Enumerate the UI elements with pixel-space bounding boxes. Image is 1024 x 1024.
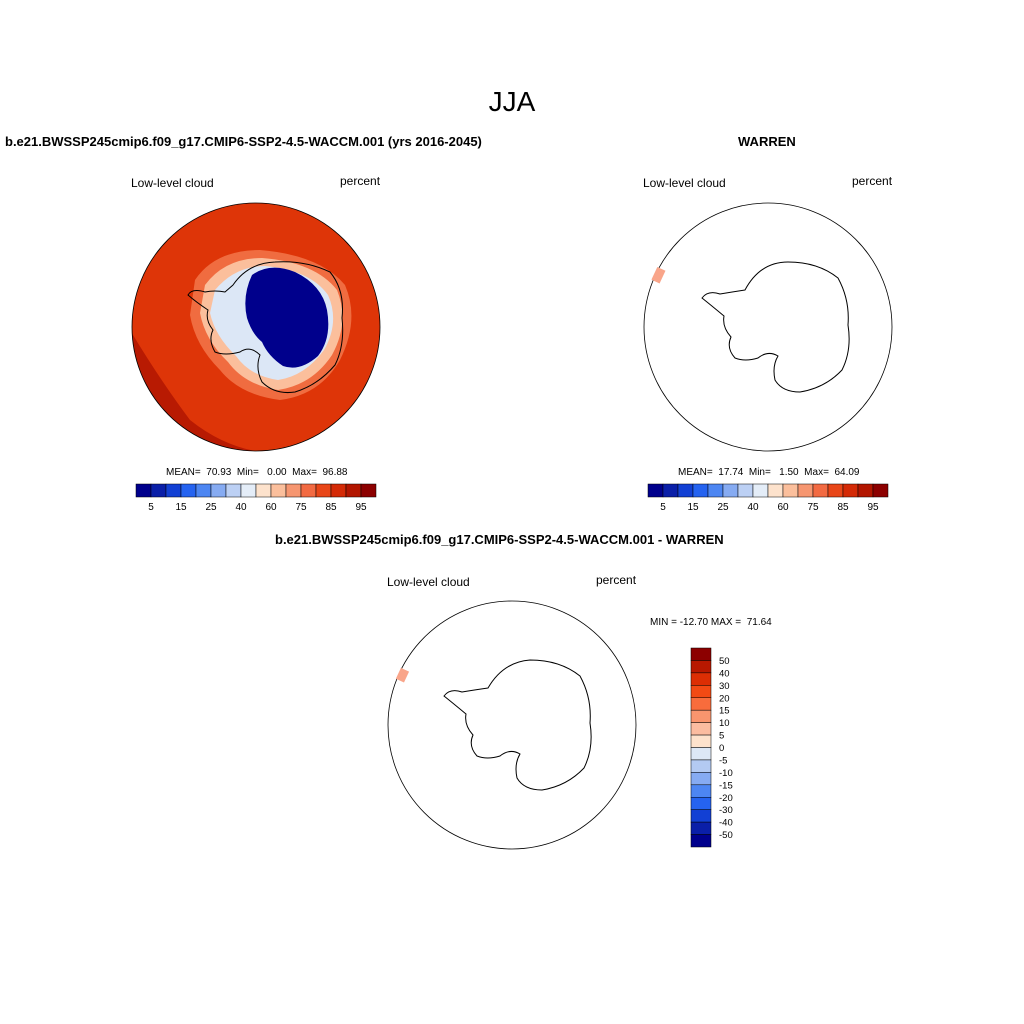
model-colorbar-tick-label: 40 bbox=[235, 502, 247, 513]
diff-colorbar-tick-label: -30 bbox=[719, 805, 733, 816]
model-colorbar-tick-label: 60 bbox=[265, 502, 277, 513]
diff-colorbar-swatch bbox=[690, 821, 712, 835]
diff-colorbar-swatch bbox=[690, 834, 712, 848]
diff-colorbar-tick-label: 50 bbox=[719, 656, 730, 667]
model-panel-title: b.e21.BWSSP245cmip6.f09_g17.CMIP6-SSP2-4… bbox=[5, 134, 482, 149]
diff-colorbar-swatch bbox=[690, 734, 712, 748]
diff-colorbar-swatch bbox=[690, 784, 712, 798]
diff-colorbar-tick-label: 0 bbox=[719, 743, 724, 754]
obs-colorbar-tick-label: 85 bbox=[837, 502, 849, 513]
diff-colorbar-swatch bbox=[690, 660, 712, 674]
model-colorbar-tick-label: 15 bbox=[175, 502, 187, 513]
diff-colorbar-swatch bbox=[690, 685, 712, 698]
diff-units-label: percent bbox=[596, 573, 637, 587]
obs-colorbar-tick-label: 75 bbox=[807, 502, 819, 513]
obs-colorbar-tick-label: 95 bbox=[867, 502, 879, 513]
obs-colorbar-swatch bbox=[872, 483, 889, 498]
diff-colorbar-tick-label: -50 bbox=[719, 830, 733, 841]
diff-colorbar-swatch bbox=[690, 759, 712, 773]
figure-title: JJA bbox=[488, 86, 536, 117]
diff-colorbar-swatch bbox=[690, 672, 712, 686]
diff-colorbar-tick-label: -40 bbox=[719, 818, 733, 829]
model-colorbar-tick-label: 75 bbox=[295, 502, 307, 513]
diff-colorbar-swatch bbox=[690, 697, 712, 711]
obs-units-label: percent bbox=[852, 174, 893, 188]
model-colorbar-tick-label: 95 bbox=[355, 502, 367, 513]
obs-panel-title: WARREN bbox=[738, 134, 796, 149]
diff-stats: MIN = -12.70 MAX = 71.64 bbox=[650, 617, 772, 628]
diff-colorbar-swatch bbox=[690, 772, 712, 786]
model-stats: MEAN= 70.93 Min= 0.00 Max= 96.88 bbox=[166, 467, 348, 478]
obs-colorbar-tick-label: 5 bbox=[660, 502, 666, 513]
obs-stats: MEAN= 17.74 Min= 1.50 Max= 64.09 bbox=[678, 467, 860, 478]
model-colorbar-tick-label: 5 bbox=[148, 502, 154, 513]
diff-colorbar-tick-label: 40 bbox=[719, 668, 730, 679]
diff-colorbar-tick-label: 20 bbox=[719, 693, 730, 704]
model-colorbar-tick-label: 25 bbox=[205, 502, 217, 513]
diff-colorbar-tick-label: 15 bbox=[719, 706, 730, 717]
diff-panel-title: b.e21.BWSSP245cmip6.f09_g17.CMIP6-SSP2-4… bbox=[275, 532, 724, 547]
obs-variable-label: Low-level cloud bbox=[643, 176, 726, 190]
diff-colorbar-tick-label: 30 bbox=[719, 681, 730, 692]
model-colorbar-tick-label: 85 bbox=[325, 502, 337, 513]
diff-colorbar-swatch bbox=[690, 722, 712, 736]
diff-colorbar-swatch bbox=[690, 809, 712, 823]
model-colorbar-swatch bbox=[360, 483, 377, 498]
obs-colorbar-tick-label: 60 bbox=[777, 502, 789, 513]
model-variable-label: Low-level cloud bbox=[131, 176, 214, 190]
diff-colorbar-tick-label: -10 bbox=[719, 768, 733, 779]
obs-colorbar-tick-label: 15 bbox=[687, 502, 699, 513]
diff-colorbar-tick-label: -15 bbox=[719, 780, 733, 791]
model-units-label: percent bbox=[340, 174, 381, 188]
diff-colorbar-swatch bbox=[690, 797, 712, 810]
diff-variable-label: Low-level cloud bbox=[387, 575, 470, 589]
diff-colorbar-tick-label: -5 bbox=[719, 755, 727, 766]
obs-colorbar-tick-label: 40 bbox=[747, 502, 759, 513]
diff-colorbar-swatch bbox=[690, 647, 712, 661]
diff-colorbar-swatch bbox=[690, 709, 712, 723]
diff-colorbar-swatch bbox=[690, 747, 712, 761]
obs-colorbar-tick-label: 25 bbox=[717, 502, 729, 513]
diff-colorbar-tick-label: 5 bbox=[719, 731, 724, 742]
diff-colorbar-tick-label: 10 bbox=[719, 718, 730, 729]
diff-colorbar-tick-label: -20 bbox=[719, 793, 733, 804]
